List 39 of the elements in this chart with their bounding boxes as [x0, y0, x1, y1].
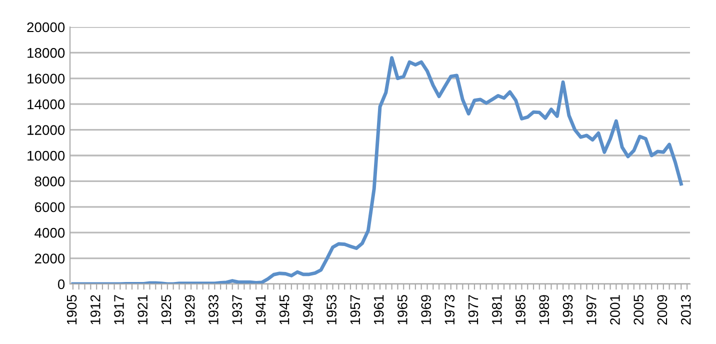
y-tick-label: 20000: [27, 22, 65, 32]
x-tick-label: 1997: [586, 295, 596, 324]
x-tick-label: 1965: [398, 294, 408, 324]
x-tick-label: 1917: [114, 295, 124, 324]
x-tick-label: 1933: [208, 295, 218, 324]
y-tick-label: 10000: [28, 150, 65, 161]
x-tick-label: 1981: [492, 295, 502, 324]
x-tick-label: 1953: [326, 295, 336, 324]
x-tick-label: 1961: [374, 295, 384, 324]
x-tick-label: 1905: [66, 294, 77, 324]
x-tick-label: 2001: [610, 295, 620, 325]
x-tick-label: 1949: [303, 295, 313, 324]
x-tick-label: 1969: [421, 295, 431, 324]
x-tick-label: 2009: [657, 295, 668, 325]
line-series: [71, 56, 683, 284]
x-tick-label: 1977: [468, 295, 478, 324]
y-tick-label: 14000: [28, 99, 65, 110]
x-tick-label: 1925: [161, 294, 172, 324]
x-tick-label: 1993: [562, 295, 573, 324]
y-tick-label: 4000: [34, 228, 65, 238]
y-tick-label: 12000: [28, 125, 65, 135]
x-tick-label: 1985: [516, 294, 526, 324]
x-tick-label: 1937: [232, 295, 242, 324]
x-tick-label: 2013: [680, 295, 691, 325]
y-tick-label: 0: [58, 279, 65, 290]
y-tick-label: 16000: [28, 74, 65, 84]
x-tick-label: 1973: [444, 295, 455, 324]
x-tick-label: 1989: [539, 295, 550, 324]
x-tick-label: 1912: [90, 295, 100, 324]
y-tick-label: 6000: [34, 202, 65, 212]
x-tick-label: 1941: [256, 295, 266, 324]
x-tick-label: 1921: [138, 295, 148, 324]
x-tick-label: 1957: [350, 295, 360, 324]
y-tick-label: 2000: [34, 254, 65, 264]
x-tick-label: 1945: [279, 294, 290, 324]
x-tick-label: 1929: [184, 295, 195, 324]
y-tick-label: 8000: [34, 176, 65, 186]
y-tick-label: 18000: [28, 48, 65, 58]
x-tick-label: 2005: [634, 294, 644, 325]
